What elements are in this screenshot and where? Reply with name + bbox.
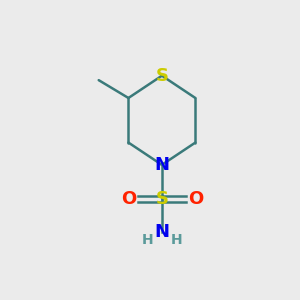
Text: N: N xyxy=(154,156,169,174)
Text: S: S xyxy=(155,67,168,85)
Text: O: O xyxy=(188,190,203,208)
Text: O: O xyxy=(121,190,136,208)
Text: S: S xyxy=(155,190,168,208)
Text: N: N xyxy=(154,223,169,241)
Text: H: H xyxy=(170,233,182,247)
Text: H: H xyxy=(142,233,153,247)
